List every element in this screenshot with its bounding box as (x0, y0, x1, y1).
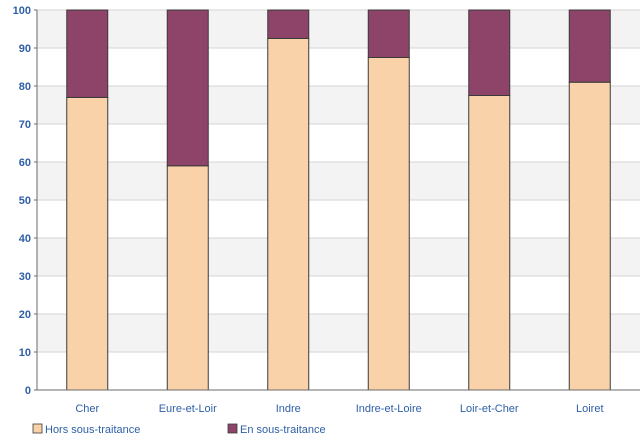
y-tick-label: 30 (19, 271, 31, 283)
grid-band (37, 48, 640, 86)
grid-band (37, 86, 640, 124)
y-tick-label: 80 (19, 81, 31, 93)
bar-segment-en-1 (166, 9, 209, 167)
bar-segment-hors-1 (166, 165, 209, 391)
y-tick-label: 50 (19, 195, 31, 207)
bar-segment-en-0 (66, 9, 109, 98)
x-category-label: Eure-et-Loir (159, 403, 217, 415)
x-category-label: Indre-et-Loire (356, 403, 422, 415)
y-tick-labels: 0 10 20 30 40 50 60 70 80 90 100 (13, 5, 37, 397)
x-category-labels: Cher Eure-et-Loir Indre Indre-et-Loire Loir-… (75, 403, 603, 415)
y-tick-label: 10 (19, 347, 31, 359)
y-tick-label: 70 (19, 119, 31, 131)
bar-segment-en-4 (468, 9, 511, 96)
x-category-label: Loiret (576, 403, 604, 415)
legend: Hors sous-traitance En sous-traitance (32, 423, 326, 436)
grid-band (37, 200, 640, 238)
grid-band (37, 276, 640, 314)
grid-band (37, 238, 640, 276)
y-tick-label: 0 (25, 385, 31, 397)
x-category-label: Loir-et-Cher (460, 403, 519, 415)
x-category-label: Indre (276, 403, 301, 415)
bar-segment-hors-4 (468, 95, 511, 391)
x-category-label: Cher (75, 403, 99, 415)
bar-segment-en-5 (568, 9, 611, 83)
y-tick-label: 90 (19, 43, 31, 55)
grid-band (37, 10, 640, 48)
y-tick-label: 20 (19, 309, 31, 321)
y-tick-label: 60 (19, 157, 31, 169)
grid-band (37, 124, 640, 162)
legend-label: En sous-traitance (240, 424, 326, 436)
legend-swatch (227, 423, 238, 434)
bar-segment-hors-0 (66, 96, 109, 391)
bar-segment-hors-5 (568, 81, 611, 391)
grid-band (37, 352, 640, 390)
legend-swatch (32, 423, 43, 434)
bar-segment-en-2 (267, 9, 310, 39)
y-tick-label: 40 (19, 233, 31, 245)
bar-segment-hors-3 (367, 57, 410, 391)
y-tick-label: 100 (13, 5, 31, 17)
grid-lines (37, 9, 640, 391)
grid-band (37, 162, 640, 200)
bar-segment-hors-2 (267, 38, 310, 391)
grid-band (37, 314, 640, 352)
bar-segment-en-3 (367, 9, 410, 58)
legend-label: Hors sous-traitance (45, 424, 140, 436)
bars (66, 9, 611, 391)
